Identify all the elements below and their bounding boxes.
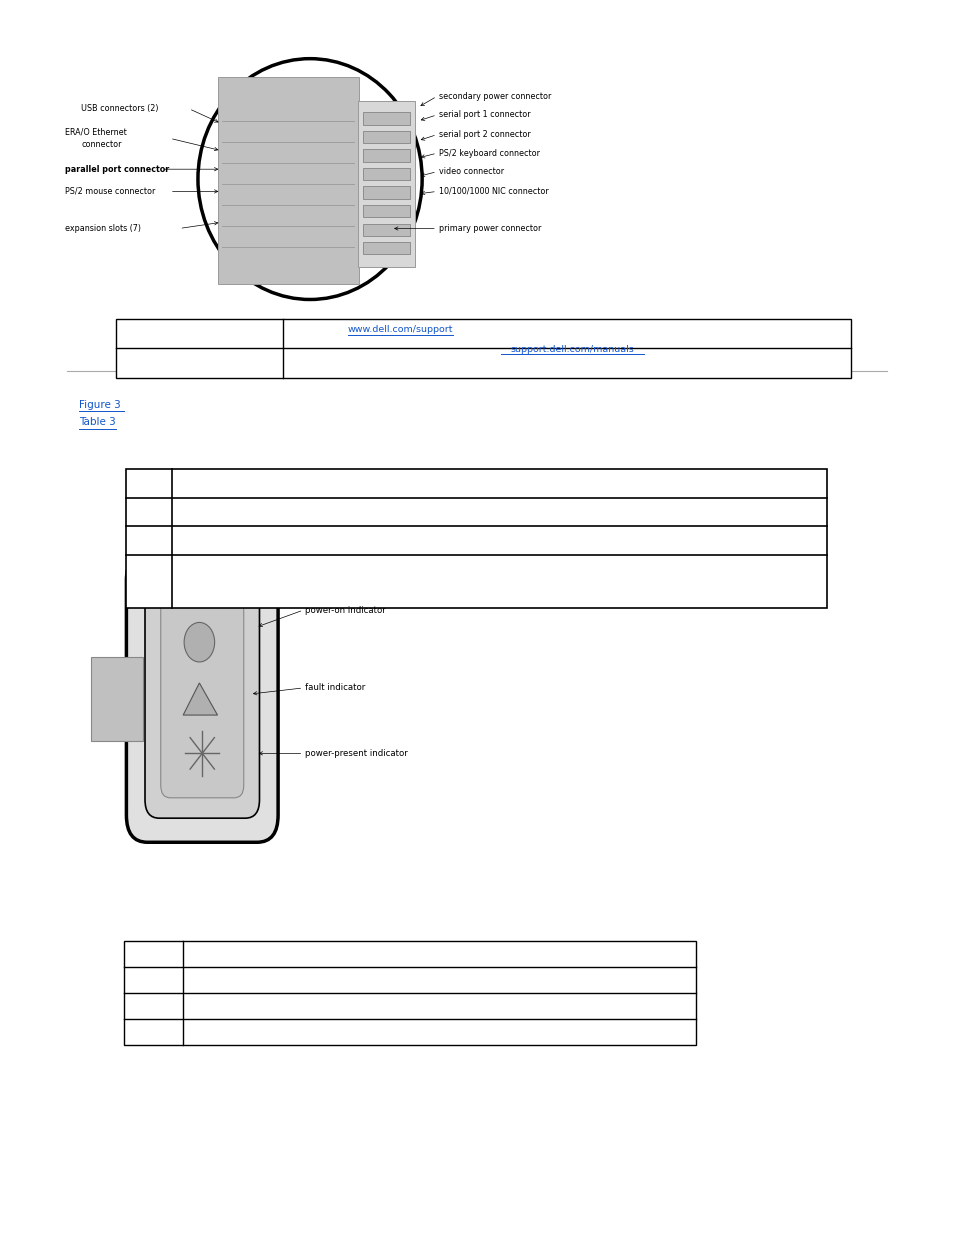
FancyBboxPatch shape (126, 553, 278, 842)
FancyBboxPatch shape (160, 598, 244, 798)
Text: video connector: video connector (438, 167, 503, 177)
Text: support.dell.com/manuals: support.dell.com/manuals (510, 345, 634, 354)
Bar (362, 224, 410, 236)
Text: ERA/O Ethernet: ERA/O Ethernet (65, 127, 127, 137)
Circle shape (184, 622, 214, 662)
Bar (124, 941, 696, 1045)
Text: power-on indicator: power-on indicator (305, 605, 386, 615)
Text: parallel port connector: parallel port connector (65, 164, 169, 174)
Bar (362, 149, 410, 162)
Text: secondary power connector: secondary power connector (438, 91, 551, 101)
Text: fault indicator: fault indicator (305, 683, 365, 693)
Text: serial port 2 connector: serial port 2 connector (438, 130, 530, 140)
Bar (362, 242, 410, 254)
Bar (362, 112, 410, 125)
Text: primary power connector: primary power connector (438, 224, 540, 233)
Bar (217, 77, 358, 284)
Text: PS/2 mouse connector: PS/2 mouse connector (65, 186, 155, 196)
Text: Table 3: Table 3 (79, 417, 129, 427)
Bar (126, 469, 826, 608)
Text: connector: connector (81, 140, 121, 149)
Bar (357, 101, 415, 267)
Ellipse shape (198, 59, 421, 300)
Polygon shape (183, 683, 217, 715)
Bar (362, 186, 410, 199)
Text: USB connectors (2): USB connectors (2) (81, 104, 158, 114)
Text: Figure 3: Figure 3 (686, 553, 722, 563)
Text: Figure 3: Figure 3 (79, 400, 131, 410)
Bar (362, 205, 410, 217)
Text: PS/2 keyboard connector: PS/2 keyboard connector (438, 148, 539, 158)
Text: expansion slots (7): expansion slots (7) (65, 224, 141, 233)
Bar (91, 657, 143, 741)
Bar (362, 168, 410, 180)
Text: power-present indicator: power-present indicator (305, 748, 408, 758)
Bar (116, 319, 850, 378)
Text: Table 3: Table 3 (743, 553, 776, 563)
Bar (362, 131, 410, 143)
Text: www.dell.com/support: www.dell.com/support (348, 325, 453, 335)
Text: 10/100/1000 NIC connector: 10/100/1000 NIC connector (438, 186, 548, 196)
FancyBboxPatch shape (145, 578, 259, 819)
Text: serial port 1 connector: serial port 1 connector (438, 110, 530, 120)
